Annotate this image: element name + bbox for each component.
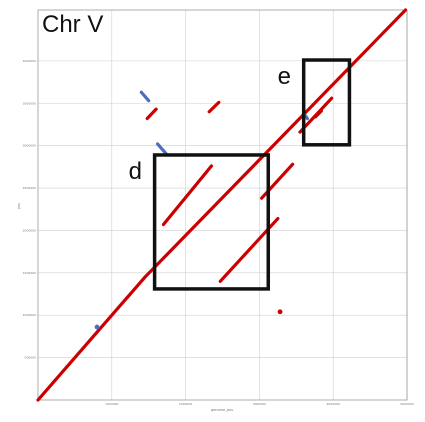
y-tick-label: 3000000 bbox=[23, 144, 36, 148]
y-tick-label: 4000000 bbox=[23, 59, 36, 63]
y-tick-label: 500000 bbox=[25, 356, 37, 360]
y-tick-label: 1000000 bbox=[23, 313, 36, 317]
forward-alignment-segment bbox=[145, 107, 158, 121]
forward-alignment-point bbox=[277, 309, 283, 315]
y-tick-label: 2500000 bbox=[23, 186, 36, 190]
x-tick-label: 1000000 bbox=[105, 402, 118, 406]
forward-alignment-segment bbox=[207, 100, 221, 114]
x-tick-label: 5000000 bbox=[400, 402, 413, 406]
reverse-alignment-segment bbox=[139, 90, 151, 103]
y-tick-label: 3500000 bbox=[23, 101, 36, 105]
x-axis-label: genome_pos bbox=[211, 408, 233, 412]
forward-alignment-segment bbox=[161, 164, 214, 227]
forward-alignment-segment bbox=[143, 8, 408, 279]
x-tick-label: 4000000 bbox=[327, 402, 340, 406]
y-axis-label: pos bbox=[17, 203, 21, 209]
chart-title: Chr V bbox=[42, 11, 103, 38]
highlight-box-label-e: e bbox=[278, 63, 291, 90]
highlight-box-d bbox=[152, 153, 271, 291]
x-tick-label: 3000000 bbox=[253, 402, 266, 406]
highlight-box-e bbox=[301, 58, 352, 147]
highlight-box-layer: de bbox=[129, 58, 352, 291]
highlight-box-label-d: d bbox=[129, 158, 142, 185]
forward-alignment-segment bbox=[36, 275, 147, 402]
y-tick-label: 2000000 bbox=[23, 228, 36, 232]
x-tick-label: 2000000 bbox=[179, 402, 192, 406]
reverse-alignment-point bbox=[94, 324, 100, 330]
tick-label-layer: 1000000 2000000 3000000 4000000 5000000 50000… bbox=[23, 59, 414, 406]
y-tick-label: 1500000 bbox=[23, 271, 36, 275]
plot-frame bbox=[37, 9, 408, 401]
forward-alignment-segment bbox=[313, 109, 323, 119]
reverse-alignment-segment bbox=[155, 142, 169, 157]
